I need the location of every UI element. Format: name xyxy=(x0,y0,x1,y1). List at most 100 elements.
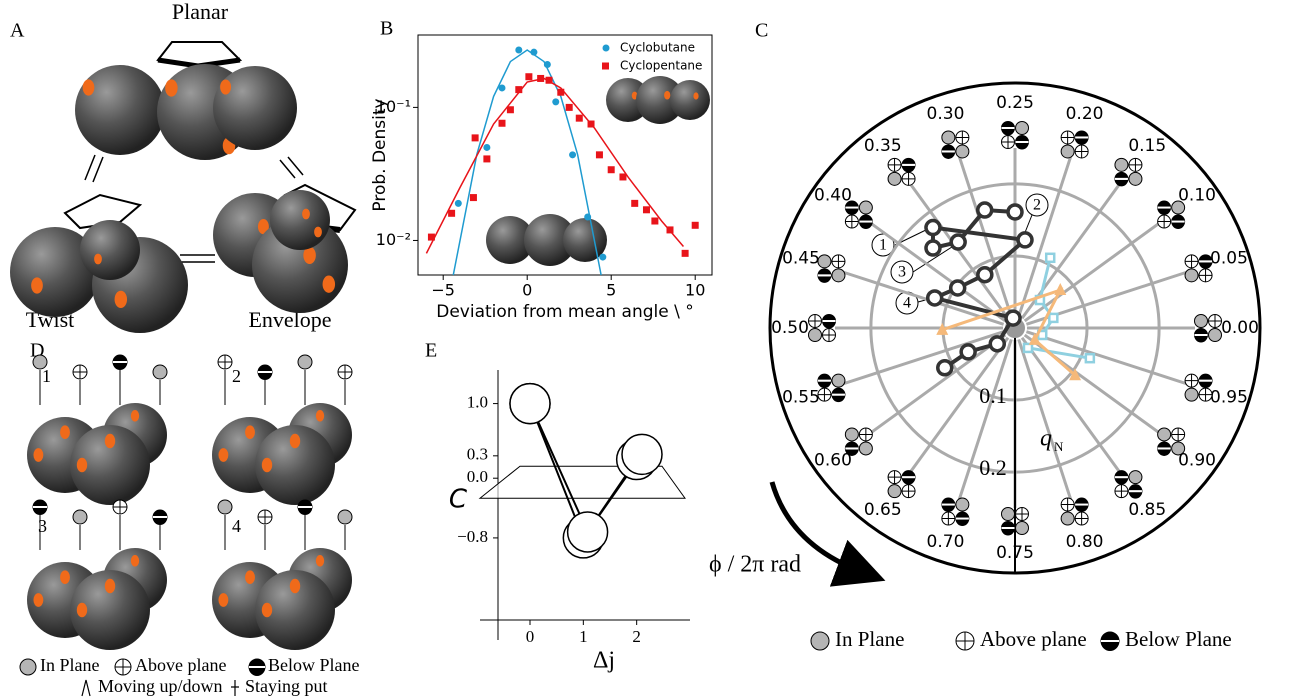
symbol-below xyxy=(1194,328,1208,343)
annotation: 1 xyxy=(879,237,887,254)
atom-spot xyxy=(693,92,699,100)
atom-sphere xyxy=(70,425,150,505)
symbol-in-plane xyxy=(1157,427,1172,442)
data-point xyxy=(621,433,663,476)
symbol-in-plane xyxy=(152,364,168,380)
symbol-below xyxy=(955,512,969,527)
data-point xyxy=(525,73,533,81)
angle-tick-label: 0.80 xyxy=(1066,532,1104,552)
data-point xyxy=(631,199,639,207)
data-point xyxy=(642,206,650,214)
annotation-circle xyxy=(890,260,914,284)
data-point xyxy=(498,119,506,127)
symbol-in-plane xyxy=(887,484,902,499)
symbol-below xyxy=(1171,215,1185,230)
data-point xyxy=(1054,283,1067,296)
symbol-below xyxy=(1199,254,1213,269)
angle-tick-label: 0.95 xyxy=(1210,388,1248,408)
atom-sphere xyxy=(270,190,330,250)
symbol-below xyxy=(1128,490,1142,493)
atom-sphere xyxy=(486,216,534,264)
symbol-below xyxy=(902,470,916,485)
plot-frame xyxy=(417,34,713,276)
symbol-above xyxy=(115,659,131,675)
grid-spoke xyxy=(907,336,1010,475)
symbol-above xyxy=(902,172,916,186)
data-point xyxy=(483,143,491,151)
symbol-above xyxy=(1075,512,1089,526)
symbol-below xyxy=(33,506,47,508)
x-tick-label: 0 xyxy=(522,281,532,300)
atom-sphere xyxy=(80,220,140,280)
angle-tick-label: 0.75 xyxy=(996,543,1034,563)
atom-spot xyxy=(114,290,128,309)
symbol-in-plane xyxy=(72,509,88,525)
symbol-below xyxy=(1157,201,1171,216)
atom-spot xyxy=(664,90,671,100)
atom-spot xyxy=(76,457,88,473)
grid-spoke xyxy=(1025,330,1187,386)
angle-tick-label: 0.40 xyxy=(814,186,852,206)
x-tick-label: 0 xyxy=(526,627,535,646)
data-point xyxy=(948,279,967,297)
symbol-below xyxy=(845,441,859,456)
data-point xyxy=(506,106,514,114)
symbol-below xyxy=(249,659,265,676)
data-point xyxy=(543,61,551,69)
atom-spot xyxy=(33,593,44,607)
snapshot-number: 1 xyxy=(42,366,51,386)
legend-text: In Plane xyxy=(40,655,99,675)
symbol-above xyxy=(1128,158,1142,172)
symbol-in-plane xyxy=(831,373,846,388)
symbol-below xyxy=(902,158,916,173)
snapshot-number: 3 xyxy=(38,516,47,536)
symbol-below xyxy=(817,374,831,389)
symbol-above xyxy=(808,314,822,328)
grid-spoke xyxy=(1020,336,1123,475)
symbol-below xyxy=(1157,206,1171,209)
symbol-below xyxy=(831,388,845,403)
atom-spot xyxy=(33,448,44,462)
data-point xyxy=(448,209,456,217)
angle-tick-label: 0.70 xyxy=(927,532,965,552)
symbol-below xyxy=(941,503,955,506)
data-point xyxy=(552,98,560,106)
angle-tick-label: 0.35 xyxy=(864,136,902,156)
atom-spot xyxy=(315,410,325,422)
data-point xyxy=(587,120,595,128)
symbol-below xyxy=(955,517,969,520)
symbol-in-plane xyxy=(1128,171,1143,186)
atom-spot xyxy=(220,79,232,95)
panel-label: A xyxy=(10,20,25,42)
legend-label: Above plane xyxy=(980,627,1087,651)
legend-label: Below Plane xyxy=(1125,627,1232,651)
y-tick-label: 0.3 xyxy=(467,445,488,464)
angle-tick-label: 0.90 xyxy=(1178,450,1216,470)
symbol-below xyxy=(258,365,272,380)
symbol-in-plane xyxy=(1194,314,1208,328)
symbol-in-plane xyxy=(810,631,830,651)
symbol-below xyxy=(1199,379,1213,382)
atom-spot xyxy=(31,277,43,294)
annotation: 4 xyxy=(903,295,911,312)
ring-sketch xyxy=(63,193,143,230)
legend-text: Below Plane xyxy=(268,655,360,675)
annotation: 3 xyxy=(898,264,906,281)
symbol-below xyxy=(822,314,836,329)
symbol-below xyxy=(1015,135,1029,150)
data-point xyxy=(515,86,523,94)
symbol-above xyxy=(258,510,272,524)
symbol-in-plane xyxy=(941,130,956,145)
symbol-below xyxy=(1128,484,1142,499)
symbol-below xyxy=(817,379,831,382)
leader-line xyxy=(912,244,956,273)
symbol-below xyxy=(831,393,845,396)
symbol-below xyxy=(902,163,916,166)
symbol-above xyxy=(1061,498,1075,512)
symbol-above xyxy=(888,470,902,484)
symbol-below xyxy=(298,506,312,508)
data-point xyxy=(936,322,949,335)
symbol-above xyxy=(817,388,831,402)
symbol-above xyxy=(859,427,873,441)
atom-spot xyxy=(302,208,310,220)
